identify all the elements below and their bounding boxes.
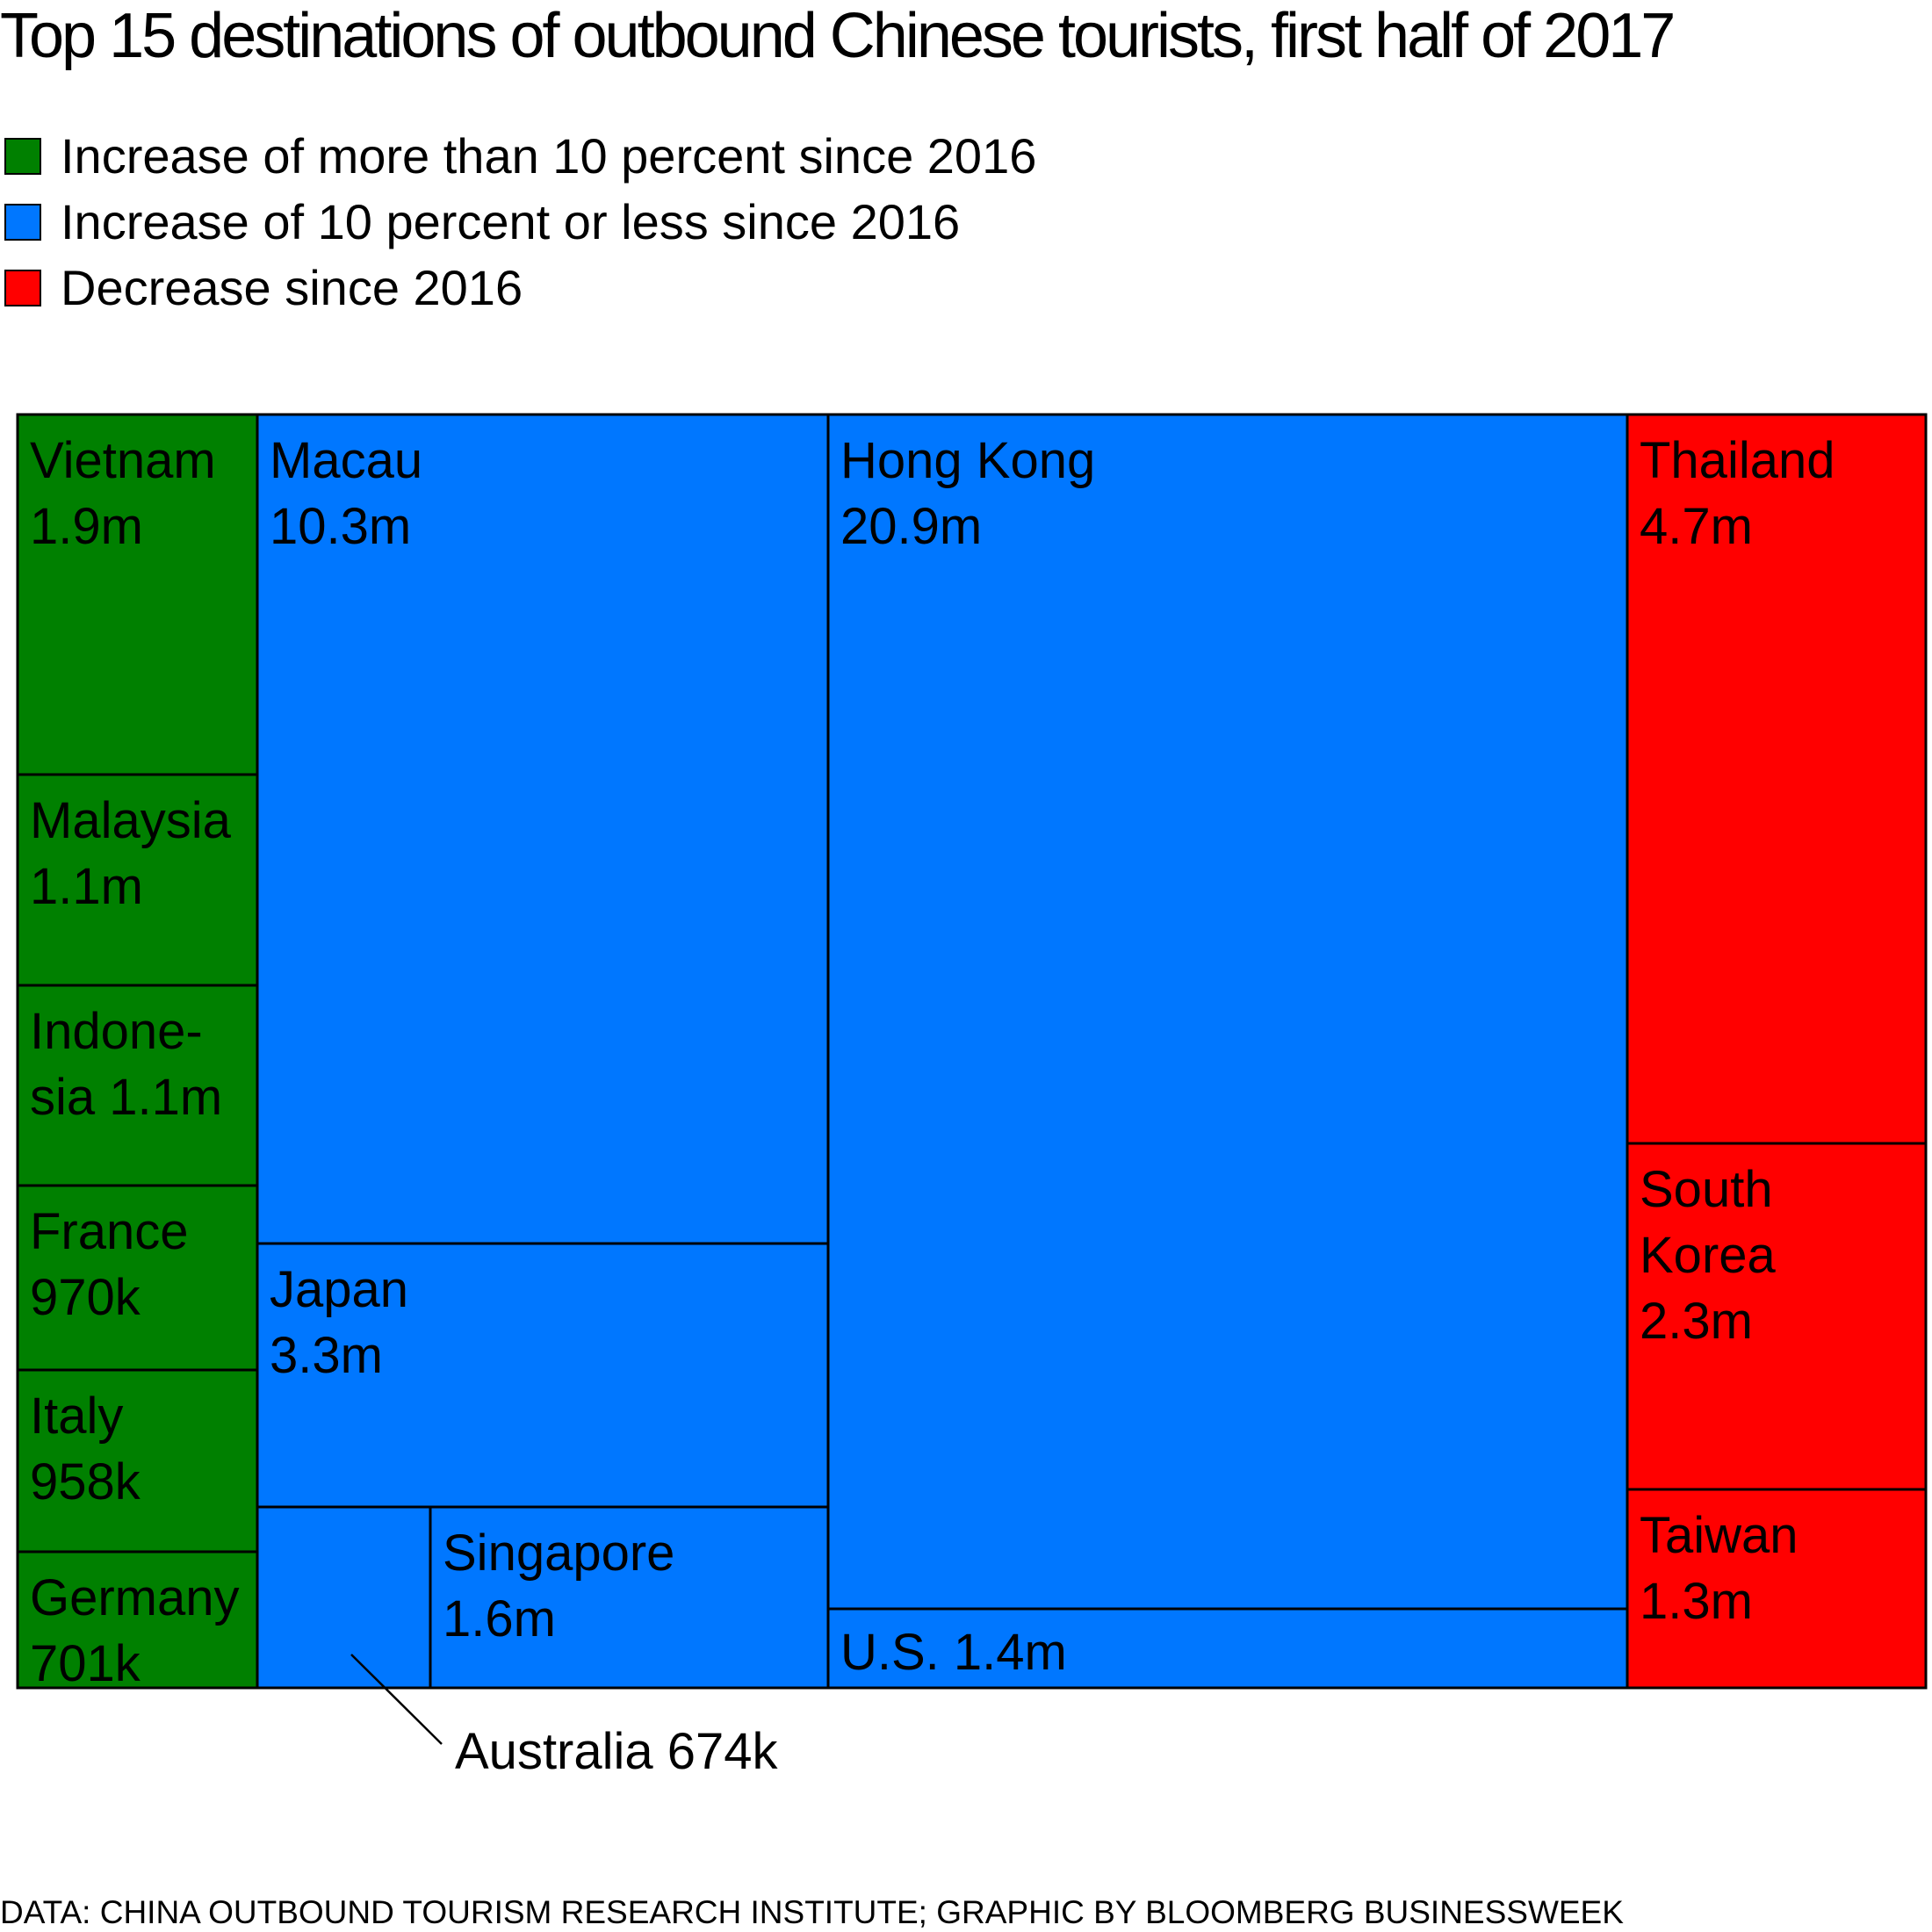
treemap-label-macau-line-1: 10.3m	[270, 498, 411, 555]
treemap-label-germany-line-0: Germany	[30, 1569, 240, 1626]
treemap-cell-taiwan	[1626, 1488, 1928, 1690]
treemap-label-malaysia-line-1: 1.1m	[30, 858, 143, 915]
treemap-label-malaysia-line-0: Malaysia	[30, 792, 232, 849]
treemap-cell-france	[16, 1184, 259, 1372]
treemap-label-south-korea-line-2: 2.3m	[1640, 1293, 1753, 1350]
treemap-label-singapore-line-0: Singapore	[443, 1525, 674, 1582]
treemap-label-vietnam-line-1: 1.9m	[30, 498, 143, 555]
treemap-label-singapore-line-1: 1.6m	[443, 1590, 556, 1647]
treemap-cell-hong-kong	[826, 413, 1629, 1611]
legend-swatch-gt10	[4, 137, 41, 175]
legend-item-le10: Increase of 10 percent or less since 201…	[4, 189, 1036, 255]
legend-swatch-le10	[4, 203, 41, 241]
treemap-cell-singapore	[429, 1505, 830, 1690]
treemap-label-japan-line-0: Japan	[270, 1261, 408, 1318]
treemap-cell-japan	[256, 1242, 830, 1509]
legend-label-le10: Increase of 10 percent or less since 201…	[61, 194, 961, 249]
legend: Increase of more than 10 percent since 2…	[4, 123, 1036, 321]
legend-label-dec: Decrease since 2016	[61, 260, 523, 315]
treemap-cell-vietnam	[16, 413, 259, 776]
treemap-label-italy-line-1: 958k	[30, 1453, 141, 1510]
treemap-label-south-korea-line-0: South	[1640, 1161, 1773, 1218]
legend-swatch-dec	[4, 269, 41, 306]
treemap-label-taiwan-line-1: 1.3m	[1640, 1573, 1753, 1630]
treemap-label-hong-kong-line-1: 20.9m	[840, 498, 982, 555]
legend-item-dec: Decrease since 2016	[4, 255, 1036, 321]
treemap-label-japan-line-1: 3.3m	[270, 1327, 383, 1384]
treemap-label-u-s-line-0: U.S. 1.4m	[840, 1624, 1067, 1681]
treemap-label-hong-kong-line-0: Hong Kong	[840, 432, 1095, 489]
treemap-cell-u-s	[826, 1607, 1629, 1690]
source-note: DATA: CHINA OUTBOUND TOURISM RESEARCH IN…	[0, 1894, 1624, 1930]
treemap-cell-germany	[16, 1550, 259, 1690]
treemap-label-australia: Australia 674k	[455, 1723, 779, 1780]
treemap-cell-macau	[256, 413, 830, 1245]
treemap-label-taiwan-line-0: Taiwan	[1640, 1507, 1799, 1564]
treemap-label-thailand-line-1: 4.7m	[1640, 498, 1753, 555]
treemap-label-indonesia-line-0: Indone-	[30, 1003, 203, 1060]
treemap-cell-thailand	[1626, 413, 1928, 1145]
legend-label-gt10: Increase of more than 10 percent since 2…	[61, 128, 1037, 184]
treemap-label-italy-line-0: Italy	[30, 1388, 123, 1445]
treemap-cell-south-korea	[1626, 1142, 1928, 1491]
australia-leader-line	[350, 1654, 443, 1745]
treemap-label-macau-line-0: Macau	[270, 432, 422, 489]
chart-title: Top 15 destinations of outbound Chinese …	[0, 1, 1676, 71]
legend-item-gt10: Increase of more than 10 percent since 2…	[4, 123, 1036, 189]
treemap-cell-australia	[256, 1505, 432, 1690]
treemap-label-thailand-line-0: Thailand	[1640, 432, 1835, 489]
treemap-label-vietnam-line-0: Vietnam	[30, 432, 216, 489]
treemap-label-germany-line-1: 701k	[30, 1635, 141, 1692]
treemap-label-france-line-1: 970k	[30, 1269, 141, 1326]
treemap-label-south-korea-line-1: Korea	[1640, 1227, 1777, 1284]
treemap-label-france-line-0: France	[30, 1203, 189, 1260]
treemap-label-indonesia-line-1: sia 1.1m	[30, 1069, 222, 1126]
